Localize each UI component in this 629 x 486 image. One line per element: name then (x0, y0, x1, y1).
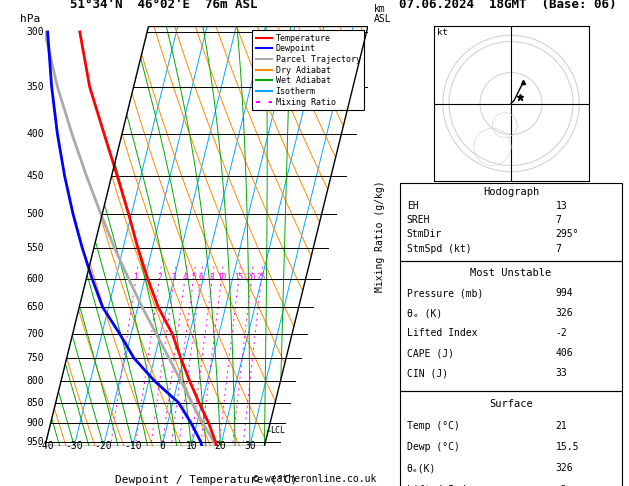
Text: θₑ(K): θₑ(K) (407, 463, 436, 473)
Text: 20: 20 (247, 273, 256, 282)
Text: 400: 400 (26, 129, 44, 139)
Text: 300: 300 (26, 27, 44, 37)
Text: km
ASL: km ASL (374, 3, 392, 23)
Text: 7: 7 (555, 215, 561, 226)
Text: © weatheronline.co.uk: © weatheronline.co.uk (253, 473, 376, 484)
Text: CIN (J): CIN (J) (407, 368, 448, 379)
Text: 2: 2 (157, 273, 162, 282)
Text: Surface: Surface (489, 399, 533, 409)
Text: 406: 406 (555, 348, 573, 359)
Text: Pressure (mb): Pressure (mb) (407, 288, 483, 298)
Text: 450: 450 (26, 171, 44, 181)
Text: StmSpd (kt): StmSpd (kt) (407, 243, 471, 254)
Text: 25: 25 (257, 273, 266, 282)
Text: 326: 326 (555, 309, 573, 318)
Text: 550: 550 (26, 243, 44, 253)
Text: 994: 994 (555, 288, 573, 298)
Text: Lifted Index: Lifted Index (407, 329, 477, 338)
Text: 800: 800 (26, 376, 44, 386)
Text: EH: EH (407, 201, 418, 211)
Text: Dewp (°C): Dewp (°C) (407, 442, 460, 452)
Text: 8: 8 (210, 273, 214, 282)
Text: 07.06.2024  18GMT  (Base: 06): 07.06.2024 18GMT (Base: 06) (399, 0, 617, 11)
Text: 5: 5 (191, 273, 196, 282)
Text: Temp (°C): Temp (°C) (407, 420, 460, 431)
Text: 30: 30 (244, 441, 255, 451)
Text: 650: 650 (26, 302, 44, 312)
Text: -2: -2 (555, 485, 567, 486)
Text: 850: 850 (26, 398, 44, 408)
Text: Lifted Index: Lifted Index (407, 485, 477, 486)
Text: 295°: 295° (555, 229, 579, 240)
Text: 21: 21 (555, 420, 567, 431)
Text: SREH: SREH (407, 215, 430, 226)
Text: hPa: hPa (20, 14, 40, 23)
Text: 7: 7 (555, 243, 561, 254)
Text: -2: -2 (555, 329, 567, 338)
Text: θₑ (K): θₑ (K) (407, 309, 442, 318)
Text: 15.5: 15.5 (555, 442, 579, 452)
Text: Most Unstable: Most Unstable (470, 268, 552, 278)
Text: 3: 3 (172, 273, 177, 282)
Text: 700: 700 (26, 329, 44, 339)
Text: -20: -20 (95, 441, 113, 451)
Text: -40: -40 (36, 441, 54, 451)
Text: 900: 900 (26, 418, 44, 428)
Text: 600: 600 (26, 274, 44, 284)
Text: 950: 950 (26, 437, 44, 447)
Text: -10: -10 (124, 441, 142, 451)
Text: StmDir: StmDir (407, 229, 442, 240)
Text: 350: 350 (26, 82, 44, 92)
Text: 13: 13 (555, 201, 567, 211)
Text: Dewpoint / Temperature (°C): Dewpoint / Temperature (°C) (115, 475, 298, 485)
Text: 15: 15 (234, 273, 243, 282)
Text: kt: kt (437, 28, 447, 37)
Text: 750: 750 (26, 353, 44, 363)
Text: 1: 1 (133, 273, 138, 282)
Text: Mixing Ratio (g/kg): Mixing Ratio (g/kg) (375, 180, 385, 292)
Text: 326: 326 (555, 463, 573, 473)
Text: 10: 10 (186, 441, 197, 451)
Text: 51°34'N  46°02'E  76m ASL: 51°34'N 46°02'E 76m ASL (70, 0, 258, 11)
Text: 0: 0 (159, 441, 165, 451)
Text: CAPE (J): CAPE (J) (407, 348, 454, 359)
Text: LCL: LCL (270, 426, 286, 435)
Text: 33: 33 (555, 368, 567, 379)
Text: 4: 4 (182, 273, 187, 282)
Text: 500: 500 (26, 209, 44, 219)
Text: 20: 20 (214, 441, 226, 451)
Text: Hodograph: Hodograph (483, 187, 539, 197)
Legend: Temperature, Dewpoint, Parcel Trajectory, Dry Adiabat, Wet Adiabat, Isotherm, Mi: Temperature, Dewpoint, Parcel Trajectory… (252, 30, 364, 110)
Text: 6: 6 (198, 273, 203, 282)
Text: -30: -30 (65, 441, 83, 451)
Text: 10: 10 (217, 273, 226, 282)
